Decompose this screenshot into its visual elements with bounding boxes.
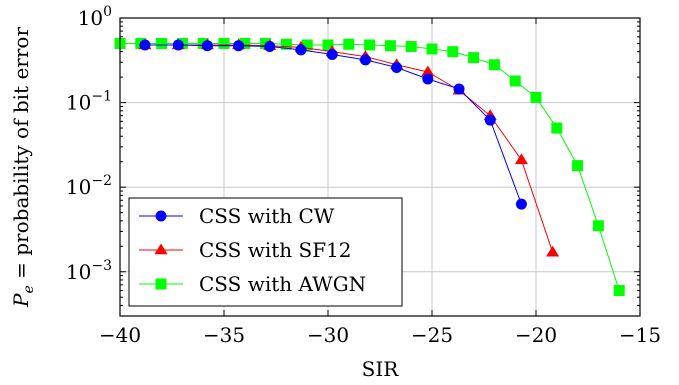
data-point [156, 37, 168, 49]
data-point [139, 39, 151, 51]
data-point [515, 198, 527, 210]
data-point [322, 39, 334, 51]
legend-label: CSS with SF12 [199, 238, 352, 262]
series-layer [114, 37, 625, 297]
legend: CSS with CW CSS with SF12 CSS with AWGN [128, 197, 403, 307]
data-point [405, 41, 417, 53]
data-point [546, 245, 560, 257]
y-axis-symbol: P [9, 293, 33, 308]
data-point [551, 122, 563, 134]
data-point [264, 41, 276, 53]
data-point [326, 49, 338, 61]
y-tick-labels: 100 10−1 10−2 10−3 [66, 4, 112, 284]
data-point [343, 38, 355, 50]
data-point [514, 153, 528, 165]
data-point [453, 83, 465, 95]
data-point [172, 39, 184, 51]
data-point [201, 40, 213, 52]
data-point [530, 91, 542, 103]
data-point [295, 44, 307, 56]
data-point [301, 39, 313, 51]
data-point [613, 285, 625, 297]
data-point [364, 39, 376, 51]
plot-frame [119, 17, 641, 317]
x-tick-label: −40 [99, 323, 141, 347]
data-point [468, 52, 480, 64]
y-axis-subscript: e [21, 285, 37, 293]
legend-marker [155, 278, 167, 290]
data-point [421, 65, 435, 77]
series-circle [139, 39, 527, 210]
data-point [447, 46, 459, 58]
data-point [572, 160, 584, 172]
legend-label: CSS with AWGN [199, 272, 366, 296]
data-point [488, 59, 500, 71]
data-point [280, 38, 292, 50]
x-tick-label: −30 [307, 323, 349, 347]
x-axis-title: SIR [362, 357, 400, 381]
legend-marker [154, 243, 168, 255]
y-tick-label: 10−2 [66, 173, 112, 199]
data-point [422, 73, 434, 85]
data-point [218, 37, 230, 49]
data-point [359, 54, 371, 66]
y-axis-title: Pe = probability of bit error [9, 27, 37, 308]
x-tick-label: −25 [411, 323, 453, 347]
x-tick-label: −15 [619, 323, 661, 347]
data-point [384, 40, 396, 52]
x-tick-label: −35 [203, 323, 245, 347]
data-point [239, 37, 251, 49]
series-line [144, 44, 522, 205]
data-point [484, 114, 496, 126]
data-point [391, 61, 403, 73]
x-tick-label: −20 [515, 323, 557, 347]
y-axis-label-rest: = probability of bit error [9, 27, 33, 286]
legend-marker [155, 210, 167, 222]
data-point [592, 220, 604, 232]
legend-label: CSS with CW [199, 204, 335, 228]
y-tick-label: 10−1 [66, 89, 112, 115]
y-tick-label: 100 [78, 4, 112, 30]
data-point [509, 75, 521, 87]
x-tick-labels: −40 −35 −30 −25 −20 −15 [99, 323, 661, 347]
data-point [426, 43, 438, 55]
data-point [233, 40, 245, 52]
y-tick-label: 10−3 [66, 258, 112, 284]
